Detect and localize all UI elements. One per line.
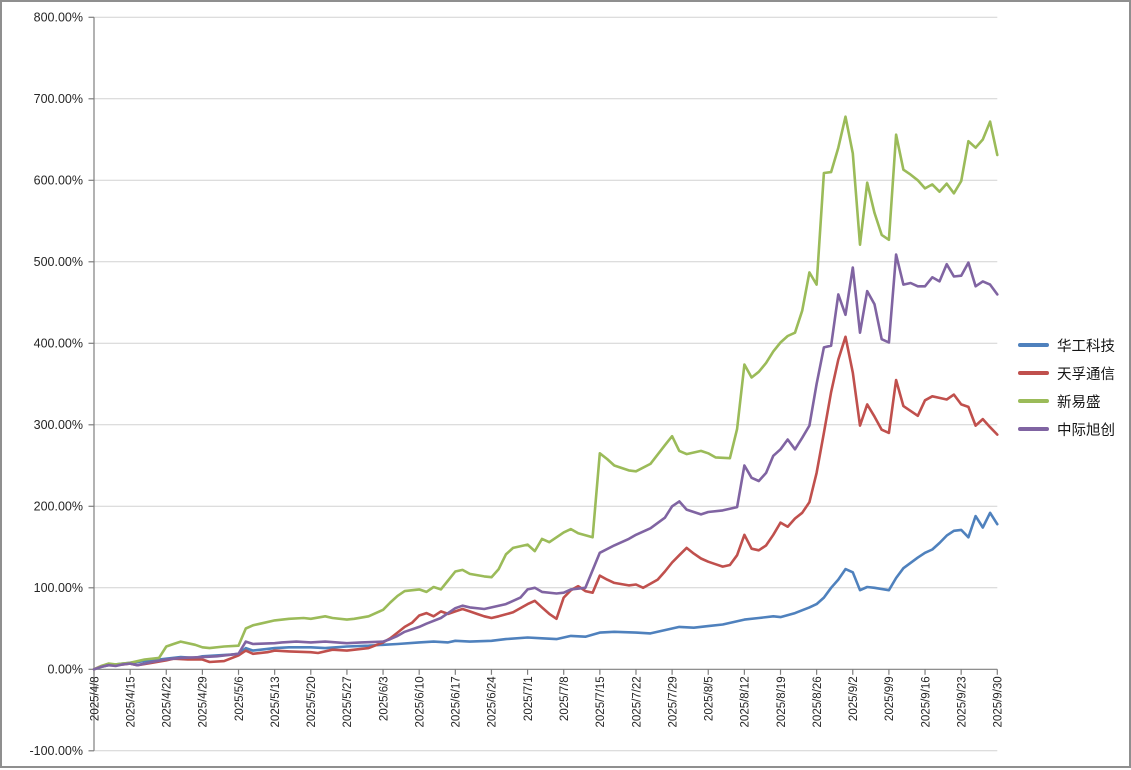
x-axis-label: 2025/4/29 bbox=[198, 676, 210, 727]
y-axis-label: 500.00% bbox=[34, 255, 83, 269]
series-line-zhongji-xuchuang bbox=[92, 253, 999, 671]
legend-marker-line bbox=[1018, 427, 1049, 431]
y-axis-label: 300.00% bbox=[34, 418, 83, 432]
x-axis-label: 2025/9/23 bbox=[956, 676, 968, 727]
legend-marker-line bbox=[1018, 371, 1049, 375]
legend: 华工科技 天孚通信 新易盛 中际旭创 bbox=[1018, 331, 1115, 443]
legend-marker-line bbox=[1018, 343, 1049, 347]
x-axis-label: 2025/9/30 bbox=[993, 676, 1005, 727]
x-axis-label: 2025/7/1 bbox=[523, 676, 535, 721]
x-axis-label: 2025/8/5 bbox=[704, 676, 716, 721]
x-axis-label: 2025/8/19 bbox=[776, 676, 788, 727]
legend-item-xinyisheng: 新易盛 bbox=[1018, 387, 1115, 415]
y-axis-label: -100.00% bbox=[29, 744, 83, 758]
x-axis-label: 2025/5/20 bbox=[306, 676, 318, 727]
x-axis-label: 2025/6/24 bbox=[487, 676, 499, 728]
x-axis-label: 2025/4/8 bbox=[89, 676, 101, 721]
series-line-tianfu-tongxin bbox=[92, 335, 999, 671]
legend-label: 天孚通信 bbox=[1057, 366, 1115, 383]
y-axis-label: 100.00% bbox=[34, 581, 83, 595]
x-axis-label: 2025/7/15 bbox=[595, 676, 607, 727]
x-axis-label: 2025/5/13 bbox=[270, 676, 282, 727]
legend-item-tianfu-tongxin: 天孚通信 bbox=[1018, 359, 1115, 387]
series-line-xinyisheng bbox=[92, 115, 999, 671]
y-axis-label: 800.00% bbox=[34, 11, 83, 25]
x-axis-label: 2025/5/6 bbox=[234, 676, 246, 721]
x-axis-label: 2025/8/26 bbox=[812, 676, 824, 727]
legend-item-zhongji-xuchuang: 中际旭创 bbox=[1018, 415, 1115, 443]
y-axis-label: 600.00% bbox=[34, 174, 83, 188]
x-axis-label: 2025/6/10 bbox=[414, 676, 426, 727]
x-axis-label: 2025/4/22 bbox=[162, 676, 174, 727]
x-axis-label: 2025/7/8 bbox=[559, 676, 571, 721]
legend-marker-line bbox=[1018, 399, 1049, 403]
x-axis-label: 2025/6/17 bbox=[451, 676, 463, 727]
y-axis-label: 400.00% bbox=[34, 337, 83, 351]
x-axis-label: 2025/9/9 bbox=[884, 676, 896, 721]
x-axis-label: 2025/4/15 bbox=[125, 676, 137, 727]
x-axis-label: 2025/6/3 bbox=[378, 676, 390, 721]
y-axis-label: 200.00% bbox=[34, 500, 83, 514]
y-axis-label: 0.00% bbox=[48, 663, 83, 677]
legend-label: 华工科技 bbox=[1057, 338, 1115, 355]
x-axis-label: 2025/9/16 bbox=[920, 676, 932, 727]
x-axis-label: 2025/5/27 bbox=[342, 676, 354, 727]
legend-item-huagong-keji: 华工科技 bbox=[1018, 331, 1115, 359]
x-axis-label: 2025/7/29 bbox=[667, 676, 679, 727]
legend-label: 新易盛 bbox=[1057, 394, 1101, 411]
x-axis-label: 2025/8/12 bbox=[740, 676, 752, 727]
y-axis-label: 700.00% bbox=[34, 92, 83, 106]
legend-label: 中际旭创 bbox=[1057, 422, 1115, 439]
x-axis-label: 2025/9/2 bbox=[848, 676, 860, 721]
x-axis-label: 2025/7/22 bbox=[631, 676, 643, 727]
